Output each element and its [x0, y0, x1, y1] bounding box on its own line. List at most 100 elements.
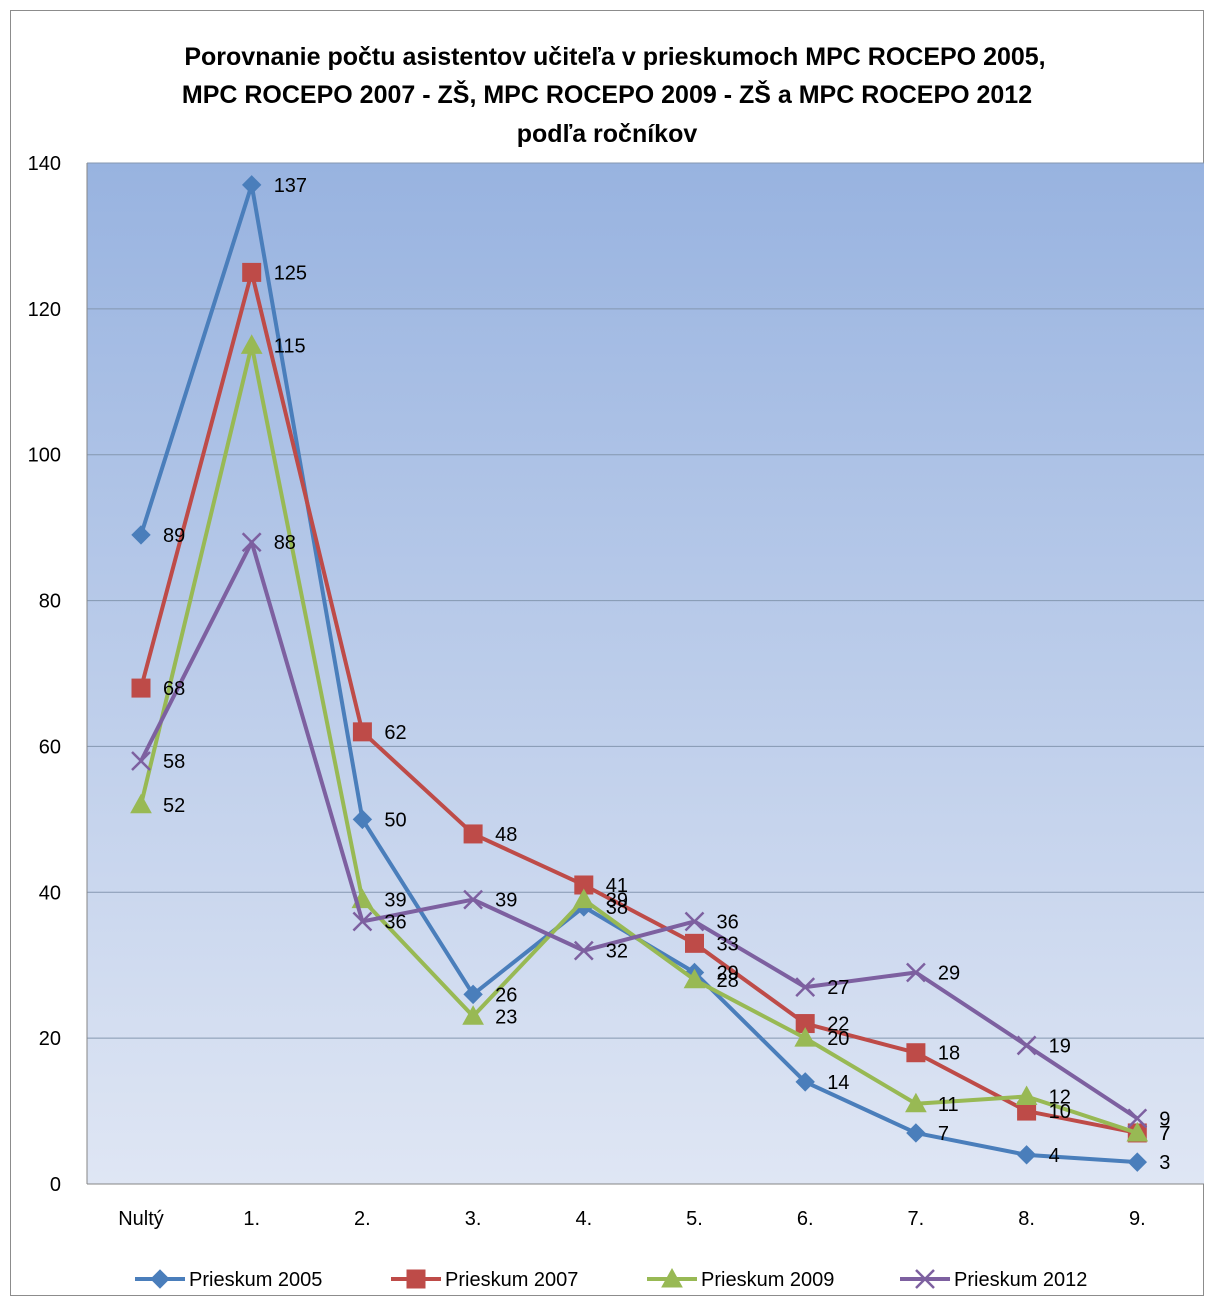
data-label: 32 — [606, 941, 628, 963]
data-point — [131, 525, 151, 545]
legend: Prieskum 2005 Prieskum 2007 Prieskum 2009 P… — [135, 1267, 1087, 1291]
marker-stroke — [573, 940, 594, 961]
data-label: 38 — [606, 897, 628, 919]
data-point — [1127, 1108, 1148, 1129]
data-label: 68 — [163, 678, 185, 700]
data-label: 4 — [1049, 1145, 1060, 1167]
data-label: 39 — [606, 890, 628, 912]
data-label: 125 — [274, 262, 307, 284]
chart-container: Porovnanie počtu asistentov učiteľa v pr… — [10, 10, 1204, 1296]
data-label: 89 — [163, 525, 185, 547]
data-labels: 89 137 50 26 38 29 14 7 4 3 68 125 62 48 41 33 22 18 10 7 52… — [163, 175, 1170, 1174]
marker-stroke — [1127, 1108, 1148, 1129]
data-label: 7 — [1159, 1123, 1170, 1145]
data-point — [685, 933, 704, 953]
data-label: 18 — [938, 1043, 960, 1065]
y-tick-label: 20 — [39, 1028, 61, 1050]
legend-marker — [150, 1269, 170, 1289]
chart-title-line-1: Porovnanie počtu asistentov učiteľa v pr… — [184, 43, 1045, 71]
legend-marker — [661, 1267, 683, 1288]
data-point — [1127, 1152, 1148, 1172]
marker-stroke — [241, 532, 262, 553]
legend-marker — [915, 1269, 935, 1289]
data-label: 7 — [938, 1123, 949, 1145]
marker-stroke — [1016, 1035, 1037, 1056]
data-point — [794, 1027, 817, 1047]
data-point — [1015, 1085, 1038, 1105]
data-label: 23 — [495, 1006, 517, 1028]
data-label: 41 — [606, 875, 628, 897]
legend-item: Prieskum 2007 — [391, 1269, 578, 1291]
data-label: 27 — [827, 977, 849, 999]
x-tick-label: 5. — [686, 1208, 703, 1230]
y-tick-label: 100 — [28, 445, 61, 467]
y-tick-label: 40 — [39, 882, 61, 904]
data-label: 52 — [163, 795, 185, 817]
marker-stroke — [915, 1269, 935, 1289]
marker-stroke — [352, 911, 373, 932]
plot-area — [87, 163, 1204, 1184]
data-point — [1126, 1121, 1149, 1142]
data-label: 10 — [1049, 1101, 1071, 1123]
data-label: 62 — [384, 722, 406, 744]
data-label: 14 — [827, 1072, 849, 1094]
series-line — [139, 343, 1138, 1135]
legend-label: Prieskum 2009 — [701, 1269, 834, 1291]
chart-title: Porovnanie počtu asistentov učiteľa v pr… — [182, 43, 1046, 148]
x-tick-label: Nultý — [118, 1208, 164, 1230]
series-line — [139, 540, 1139, 1121]
legend-marker — [406, 1269, 426, 1289]
marker-stroke — [684, 911, 705, 932]
data-point — [241, 532, 262, 553]
data-label: 137 — [274, 175, 307, 197]
y-tick-label: 60 — [39, 736, 61, 758]
data-label: 58 — [163, 751, 185, 773]
data-point — [1016, 1035, 1037, 1056]
line-chart: Porovnanie počtu asistentov učiteľa v pr… — [28, 43, 1204, 1291]
y-tick-label: 0 — [50, 1174, 61, 1196]
legend-item: Prieskum 2012 — [900, 1269, 1087, 1291]
chart-title-line-3: podľa ročníkov — [517, 120, 698, 148]
marker-stroke — [795, 977, 816, 997]
x-tick-label: 7. — [908, 1208, 925, 1230]
data-label: 7 — [1159, 1123, 1170, 1145]
data-label: 26 — [495, 984, 517, 1006]
data-point — [352, 722, 372, 742]
data-label: 33 — [717, 933, 739, 955]
data-point — [683, 968, 706, 989]
data-point — [463, 984, 483, 1005]
x-tick-label: 6. — [797, 1208, 814, 1230]
chart-title-line-2: MPC ROCEPO 2007 - ZŠ, MPC ROCEPO 2009 - … — [182, 79, 1032, 109]
series-lines — [130, 175, 1149, 1172]
x-tick-label: 3. — [465, 1208, 482, 1230]
marker-stroke — [906, 962, 926, 983]
legend-label: Prieskum 2007 — [445, 1269, 578, 1291]
data-point — [130, 793, 152, 814]
data-point — [463, 889, 483, 910]
data-point — [905, 1092, 927, 1113]
data-label: 3 — [1159, 1152, 1170, 1174]
data-label: 19 — [1049, 1035, 1071, 1057]
data-point — [352, 809, 373, 830]
data-label: 36 — [384, 911, 406, 933]
data-point — [240, 334, 263, 354]
y-tick-label: 80 — [39, 591, 61, 613]
x-tick-label: 9. — [1129, 1208, 1146, 1230]
x-tick-label: 2. — [354, 1208, 371, 1230]
data-label: 50 — [384, 809, 406, 831]
data-point — [906, 1043, 926, 1063]
x-tick-label: 4. — [575, 1208, 592, 1230]
data-label: 39 — [384, 890, 406, 912]
axes: 0 20 40 60 80 100 120 140 Nultý 1. 2. 3. 4. 5. 6. 7. 8. 9… — [28, 153, 1204, 1230]
data-label: 88 — [274, 532, 296, 554]
data-point — [906, 962, 926, 983]
data-label: 12 — [1049, 1086, 1071, 1108]
y-tick-label: 140 — [28, 153, 61, 175]
marker-stroke — [131, 751, 151, 771]
data-point — [795, 1072, 815, 1092]
legend-label: Prieskum 2005 — [189, 1269, 322, 1291]
data-label: 36 — [717, 911, 739, 933]
data-label: 11 — [938, 1094, 959, 1116]
y-tick-label: 120 — [28, 299, 61, 321]
data-point — [352, 911, 373, 932]
